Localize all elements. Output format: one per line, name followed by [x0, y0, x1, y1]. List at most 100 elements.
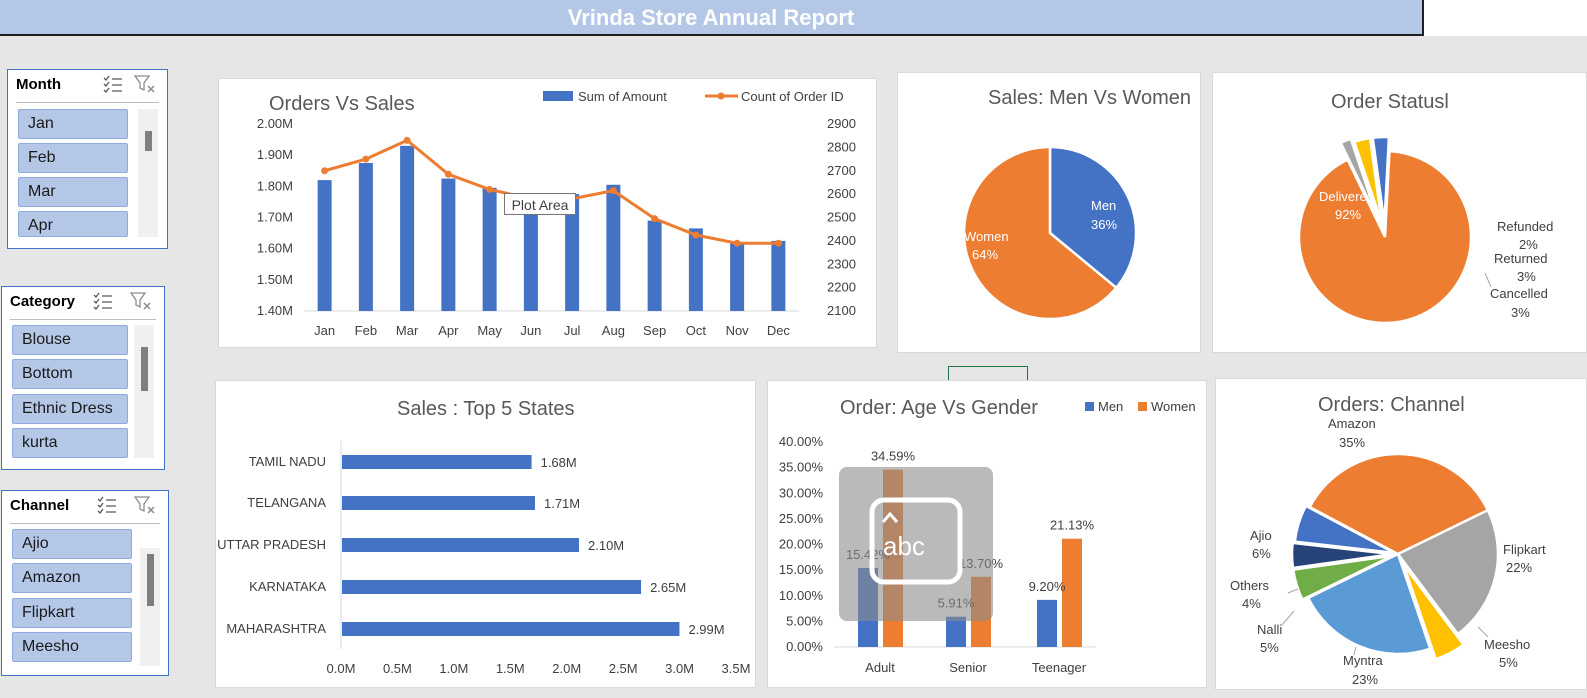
slice-label-women: Women	[964, 229, 1009, 244]
y-tick-state: TELANGANA	[247, 495, 326, 510]
legend-label-orders: Count of Order ID	[741, 89, 844, 104]
x-tick: Jan	[314, 323, 335, 338]
top-states-panel[interactable]: Sales : Top 5 States TAMIL NADU 1.68M TELA…	[215, 380, 756, 688]
slicer-item-kurta[interactable]: kurta	[12, 428, 128, 458]
chart-title: Orders: Channel	[1318, 394, 1465, 416]
orders-vs-sales-chart: Orders Vs Sales Sum of Amount Count of O…	[257, 89, 856, 338]
clear-filter-icon[interactable]	[134, 74, 156, 94]
line-point	[362, 155, 370, 163]
text-input-abc-icon[interactable]: abc	[839, 467, 993, 621]
y-left-tick: 2.00M	[257, 116, 293, 131]
month-slicer[interactable]: Month Jan Feb Mar Apr	[7, 69, 168, 249]
slicer-item-mar[interactable]: Mar	[18, 177, 128, 207]
orders-channel-panel[interactable]: Orders: Channel Amazon 35% Flipkart 22% …	[1215, 378, 1587, 690]
multi-select-icon[interactable]	[96, 495, 118, 515]
age-vs-gender-panel[interactable]: Order: Age Vs Gender Men Women 0.00% 5.00…	[767, 380, 1207, 688]
legend-swatch-women	[1138, 402, 1147, 411]
slicer-divider	[16, 102, 159, 103]
x-tick: 1.0M	[439, 661, 468, 676]
slicer-scrollbar[interactable]	[140, 548, 160, 666]
slicer-item-meesho[interactable]: Meesho	[12, 632, 132, 662]
pie-slice-myntra	[1306, 552, 1432, 656]
selected-cell[interactable]	[948, 366, 1028, 380]
bar-sales	[441, 178, 456, 311]
x-tick: 2.0M	[552, 661, 581, 676]
men-vs-women-chart: Sales: Men Vs Women Men 36% Women 64%	[962, 87, 1191, 321]
clear-filter-icon[interactable]	[130, 291, 152, 311]
y-right-tick: 2100	[827, 303, 856, 318]
slicer-item-bottom[interactable]: Bottom	[12, 359, 128, 389]
x-tick: Aug	[602, 323, 625, 338]
y-tick-state: KARNATAKA	[249, 579, 326, 594]
line-point	[733, 239, 741, 247]
legend-swatch-men	[1085, 402, 1094, 411]
orders-vs-sales-panel[interactable]: Orders Vs Sales Sum of Amount Count of O…	[218, 78, 877, 348]
x-tick: May	[477, 323, 502, 338]
legend-label-women: Women	[1151, 399, 1196, 414]
text-input-overlay[interactable]: abc	[839, 467, 993, 621]
y-left-tick: 1.50M	[257, 272, 293, 287]
clear-filter-icon[interactable]	[134, 495, 156, 515]
bar-state	[342, 455, 532, 469]
slicer-item-feb[interactable]: Feb	[18, 143, 128, 173]
pie-slice-amazon	[1308, 452, 1490, 556]
x-tick: Apr	[438, 323, 459, 338]
y-tick: 10.00%	[779, 588, 824, 603]
pie-slice-nalli	[1291, 554, 1393, 602]
y-right-tick: 2700	[827, 163, 856, 178]
y-tick: 15.00%	[779, 562, 824, 577]
legend-swatch-amount	[543, 91, 573, 101]
slice-percent-amazon: 35%	[1339, 435, 1365, 450]
y-tick-state: TAMIL NADU	[249, 454, 326, 469]
slicer-item-amazon[interactable]: Amazon	[12, 563, 132, 593]
slice-percent-refunded: 2%	[1519, 237, 1538, 252]
title-bar-filler	[1424, 0, 1587, 36]
bar-men	[946, 616, 966, 647]
x-tick: 2.5M	[609, 661, 638, 676]
x-tick: Jul	[564, 323, 581, 338]
slicer-title: Category	[10, 293, 76, 310]
report-title: Vrinda Store Annual Report	[0, 0, 1424, 36]
slicer-divider	[10, 523, 160, 524]
slicer-item-flipkart[interactable]: Flipkart	[12, 598, 132, 628]
slicer-item-blouse[interactable]: Blouse	[12, 325, 128, 355]
bar-state	[342, 580, 642, 594]
x-tick: 0.5M	[383, 661, 412, 676]
slice-label-myntra: Myntra	[1343, 653, 1384, 668]
multi-select-icon[interactable]	[92, 291, 114, 311]
men-vs-women-panel[interactable]: Sales: Men Vs Women Men 36% Women 64%	[897, 72, 1201, 353]
slice-label-nalli: Nalli	[1257, 622, 1282, 637]
slicer-item-jan[interactable]: Jan	[18, 109, 128, 139]
category-slicer[interactable]: Category Blouse Bottom Ethnic Dress kurt…	[1, 286, 165, 470]
y-right-tick: 2800	[827, 139, 856, 154]
x-tick: Adult	[865, 660, 895, 675]
bar-data-label: 2.10M	[588, 538, 624, 553]
plot-area-tooltip: Plot Area	[504, 193, 576, 215]
bar-sales	[730, 242, 745, 311]
multi-select-icon[interactable]	[102, 74, 124, 94]
slice-label-refunded: Refunded	[1497, 219, 1553, 234]
slice-percent-women: 64%	[972, 247, 998, 262]
x-tick: 1.5M	[496, 661, 525, 676]
line-point	[651, 215, 659, 223]
bar-men	[1037, 599, 1057, 647]
line-point	[774, 239, 782, 247]
slicer-item-ethnic-dress[interactable]: Ethnic Dress	[12, 394, 128, 424]
order-status-chart: Order Statusl Delivered 92% Refunded 2% …	[1297, 91, 1553, 325]
legend-label-men: Men	[1098, 399, 1123, 414]
chart-title: Order: Age Vs Gender	[840, 397, 1038, 419]
line-point	[609, 187, 617, 195]
channel-slicer[interactable]: Channel Ajio Amazon Flipkart Meesho	[1, 490, 169, 676]
slicer-item-ajio[interactable]: Ajio	[12, 529, 132, 559]
order-status-panel[interactable]: Order Statusl Delivered 92% Refunded 2% …	[1212, 72, 1587, 353]
y-right-tick: 2300	[827, 256, 856, 271]
slicer-item-apr[interactable]: Apr	[18, 211, 128, 237]
slicer-scrollbar[interactable]	[134, 325, 154, 458]
y-tick: 40.00%	[779, 434, 824, 449]
slice-percent-others: 4%	[1242, 596, 1261, 611]
slice-percent-returned: 3%	[1517, 269, 1536, 284]
chart-title: Order Statusl	[1331, 91, 1449, 113]
bar-state	[342, 538, 579, 552]
slicer-scrollbar[interactable]	[138, 109, 158, 237]
line-point	[692, 231, 700, 239]
